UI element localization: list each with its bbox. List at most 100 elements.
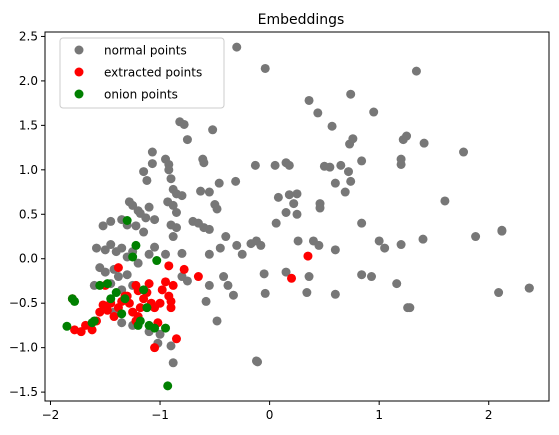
normal-points-point (150, 215, 160, 225)
onion-points-point (106, 294, 116, 304)
normal-points-point (204, 187, 214, 197)
normal-points-point (256, 240, 266, 250)
normal-points-point (147, 159, 157, 169)
y-tick-label: 1.0 (19, 163, 38, 177)
normal-points-point (330, 245, 340, 255)
y-tick-label: 2.0 (19, 74, 38, 88)
y-tick-label: 2.5 (19, 29, 38, 43)
legend-marker-extracted-points (74, 67, 84, 77)
normal-points-point (314, 240, 324, 250)
y-tick-label: −1.0 (9, 341, 38, 355)
normal-points-point (196, 186, 206, 196)
normal-points-point (302, 288, 312, 298)
normal-points-point (228, 290, 238, 300)
normal-points-point (396, 240, 406, 250)
extracted-points-point (76, 327, 86, 337)
onion-points-point (62, 321, 72, 331)
normal-points-point (141, 213, 151, 223)
normal-points-point (223, 280, 233, 290)
extracted-points-point (131, 280, 141, 290)
normal-points-point (344, 167, 353, 177)
normal-points-point (150, 242, 160, 252)
extracted-points-point (135, 303, 145, 313)
normal-points-point (260, 288, 270, 298)
normal-points-point (281, 267, 291, 277)
normal-points-point (98, 221, 108, 231)
x-tick-label: 2 (485, 408, 493, 422)
normal-points-point (330, 178, 340, 188)
x-tick-label: −2 (42, 408, 60, 422)
normal-points-point (419, 138, 429, 148)
normal-points-point (144, 202, 154, 212)
extracted-points-point (193, 272, 203, 282)
normal-points-point (122, 270, 132, 280)
normal-points-point (161, 249, 171, 259)
normal-points-point (117, 243, 127, 253)
normal-points-point (182, 276, 192, 286)
legend-marker-onion-points (74, 89, 84, 99)
x-tick-label: 1 (375, 408, 383, 422)
normal-points-point (494, 288, 504, 298)
normal-points-point (369, 107, 379, 117)
extracted-points-point (168, 280, 178, 290)
onion-points-point (131, 240, 141, 250)
legend-marker-normal-points (74, 45, 84, 55)
normal-points-point (212, 316, 222, 326)
normal-points-point (357, 218, 367, 228)
normal-points-point (164, 165, 174, 175)
normal-points-point (232, 42, 242, 52)
normal-points-point (340, 187, 350, 197)
y-tick-label: 1.5 (19, 118, 38, 132)
normal-points-point (100, 267, 110, 277)
normal-points-point (471, 232, 481, 242)
normal-points-point (325, 162, 335, 172)
normal-points-point (204, 249, 214, 259)
normal-points-point (289, 199, 299, 209)
normal-points-point (315, 203, 325, 213)
onion-points-point (67, 294, 77, 304)
onion-points-point (102, 279, 112, 289)
extracted-points-point (164, 261, 174, 271)
normal-points-point (273, 192, 283, 202)
onion-points-point (161, 323, 171, 333)
onion-points-point (117, 309, 127, 319)
y-tick-label: −0.5 (9, 296, 38, 310)
normal-points-point (284, 160, 294, 170)
normal-points-point (155, 329, 165, 339)
extracted-points-point (113, 263, 123, 273)
legend: normal points extracted points onion point… (59, 37, 225, 109)
normal-points-point (336, 160, 346, 170)
normal-points-point (253, 357, 263, 367)
extracted-points-point (161, 277, 171, 287)
normal-points-point (113, 272, 123, 282)
normal-points-point (131, 221, 141, 231)
normal-points-point (459, 147, 469, 157)
extracted-points-point (166, 296, 176, 306)
onion-points-point (142, 303, 152, 313)
normal-points-point (231, 176, 241, 186)
normal-points-point (133, 258, 143, 268)
normal-points-point (144, 249, 154, 259)
normal-points-point (284, 190, 294, 200)
normal-points-point (204, 280, 214, 290)
normal-points-point (179, 119, 189, 129)
normal-points-point (171, 223, 181, 233)
normal-points-point (327, 121, 337, 131)
onion-points-point (95, 280, 105, 290)
onion-points-point (122, 216, 132, 225)
normal-points-point (232, 240, 242, 250)
normal-points-point (204, 224, 214, 234)
normal-points-point (117, 318, 127, 328)
extracted-points-point (171, 334, 181, 344)
normal-points-point (346, 176, 356, 186)
x-tick-label: 0 (266, 408, 274, 422)
normal-points-point (208, 125, 218, 135)
normal-points-point (524, 283, 534, 293)
normal-points-point (357, 156, 367, 166)
legend-label-normal-points: normal points (104, 44, 187, 58)
normal-points-point (304, 95, 314, 105)
normal-points-point (330, 289, 340, 299)
extracted-points-point (166, 303, 176, 313)
extracted-points-point (155, 298, 165, 308)
normal-points-point (250, 160, 260, 170)
